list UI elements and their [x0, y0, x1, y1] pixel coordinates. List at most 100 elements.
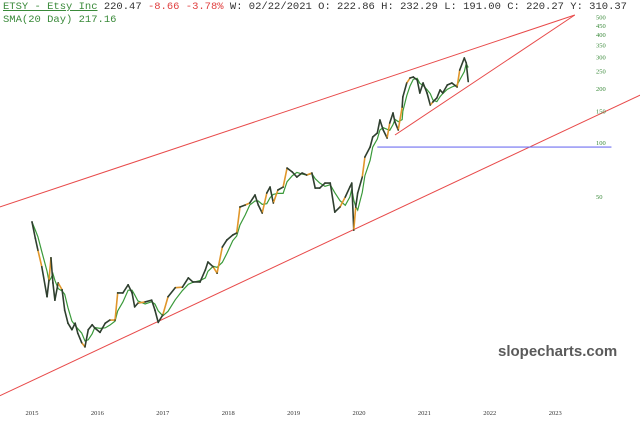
price-point [311, 172, 313, 174]
price-point [351, 182, 353, 184]
price-point [277, 189, 279, 191]
price-segment [63, 309, 69, 324]
price-segment [361, 156, 366, 178]
x-tick-label: 2023 [549, 410, 562, 417]
price-point [204, 269, 207, 271]
price-segment [133, 302, 139, 308]
price-point [261, 212, 264, 214]
quote-header: ETSY - Etsy Inc 220.47 -8.66 -3.78% W: 0… [3, 1, 627, 27]
symbol-link[interactable]: ETSY - Etsy Inc [3, 1, 98, 13]
price-segment [397, 106, 403, 131]
price-point [426, 92, 428, 94]
price-segment [405, 77, 411, 84]
price-point [376, 132, 379, 134]
x-tick-label: 2020 [353, 410, 366, 417]
price-segment [334, 206, 341, 213]
price-point [144, 301, 146, 303]
price-point [439, 89, 441, 91]
price-point [109, 319, 111, 321]
price-segment [412, 76, 419, 81]
price-point [93, 327, 96, 329]
x-tick-label: 2015 [26, 410, 39, 417]
price-point [446, 84, 449, 86]
price-segment [269, 186, 275, 204]
price-point [244, 204, 247, 206]
x-tick-label: 2022 [483, 410, 496, 417]
price-segment [244, 202, 251, 206]
price-segment [311, 172, 316, 189]
price-point [361, 176, 364, 178]
price-point [344, 196, 347, 198]
price-point [74, 322, 76, 324]
price-segment [37, 249, 43, 268]
price-segment [456, 69, 461, 88]
price-segment [354, 192, 359, 208]
y-tick-label: 150 [596, 108, 606, 115]
price-point [419, 92, 421, 94]
price-point [318, 187, 321, 189]
price-point [84, 346, 86, 348]
price-point [436, 97, 438, 99]
price-point [187, 277, 190, 279]
price-segment [277, 186, 284, 191]
price-point [154, 309, 156, 311]
price-point [226, 239, 228, 241]
price-point [397, 129, 400, 131]
price-point [235, 232, 238, 234]
price-segment [261, 192, 268, 214]
trendline-channel-upper [0, 14, 575, 208]
price-point [104, 322, 107, 324]
price-point [216, 272, 218, 274]
price-segment [84, 328, 90, 348]
price-point [432, 101, 434, 103]
price-point [392, 112, 394, 114]
price-point [150, 299, 153, 301]
x-tick-label: 2019 [287, 410, 300, 417]
price-segment [181, 277, 190, 289]
price-point [401, 106, 403, 108]
price-segment [301, 172, 308, 176]
price-segment [235, 206, 241, 234]
y-tick-label: 500 [596, 15, 606, 22]
price-point [231, 234, 234, 236]
price-segment [144, 299, 153, 303]
price-segment [127, 283, 133, 294]
price-point [114, 319, 116, 321]
price-point [31, 221, 33, 223]
price-segment [386, 122, 391, 139]
price-segment [436, 89, 441, 99]
price-point [122, 292, 124, 294]
price-point [451, 82, 453, 84]
price-point [441, 92, 444, 94]
price-segment [162, 295, 169, 316]
price-point [37, 249, 39, 251]
price-segment [392, 112, 396, 123]
price-point [405, 82, 408, 84]
price-point [162, 314, 164, 316]
price-point [133, 306, 136, 308]
price-segment [221, 239, 228, 248]
price-point [458, 69, 461, 71]
price-point [63, 309, 66, 311]
price-segment [167, 286, 177, 298]
price-segment [426, 92, 432, 106]
price-segment [371, 132, 379, 138]
price-segment [282, 167, 288, 188]
price-segment [291, 171, 298, 178]
price-point [463, 57, 466, 59]
price-segment [379, 119, 384, 131]
price-point [416, 79, 419, 81]
high-value: H: 232.29 [381, 1, 438, 13]
watermark: slopecharts.com [498, 343, 618, 360]
price-point [354, 206, 357, 208]
price-point [257, 204, 260, 206]
price-segment [34, 237, 39, 251]
price-point [87, 328, 90, 331]
close-value: C: 220.27 [507, 1, 564, 13]
price-point [386, 137, 388, 139]
year-high-value: Y: 310.37 [570, 1, 627, 13]
price-segment [212, 266, 218, 274]
price-point [349, 186, 351, 188]
price-segment [41, 266, 48, 298]
